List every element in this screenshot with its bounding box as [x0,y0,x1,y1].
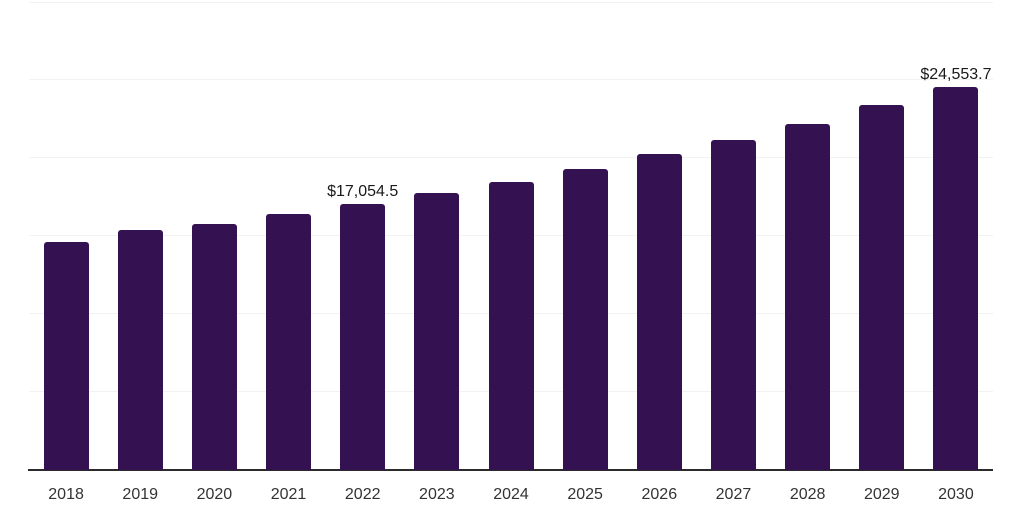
bar-2026 [636,154,682,470]
bar-2028 [785,124,831,470]
x-axis-label-2029: 2029 [863,486,900,503]
bar-2029 [859,105,905,470]
bar-2022 [340,204,386,470]
bar-2024 [488,182,534,470]
bar-2030 [933,87,979,470]
x-axis-line [28,469,993,471]
x-axis-label-2030: 2030 [938,486,974,503]
bar-2025 [562,169,608,470]
x-axis-label-2025: 2025 [567,486,603,503]
x-axis-label-2023: 2023 [419,486,455,503]
bar-value-label-2030: $24,553.7 [920,66,992,84]
x-axis-label-2027: 2027 [715,486,752,503]
gridline-20000 [29,157,993,159]
x-axis-label-2019: 2019 [122,486,159,503]
gridline-25000 [29,79,993,81]
x-axis-label-2018: 2018 [48,486,84,503]
x-axis-label-2024: 2024 [493,486,529,503]
bar-2019 [117,230,163,470]
x-axis-label-2021: 2021 [270,486,307,503]
x-axis-label-2028: 2028 [789,486,826,503]
bar-2018 [43,241,89,470]
bar-2021 [266,214,312,470]
bar-value-label-2022: $17,054.5 [327,183,399,201]
x-axis-label-2026: 2026 [641,486,678,503]
x-axis-label-2022: 2022 [344,486,381,503]
bar-2027 [710,140,756,470]
bar-2020 [191,223,237,470]
x-axis-label-2020: 2020 [196,486,233,503]
bar-2023 [414,192,460,470]
gridline-30000 [29,1,993,3]
